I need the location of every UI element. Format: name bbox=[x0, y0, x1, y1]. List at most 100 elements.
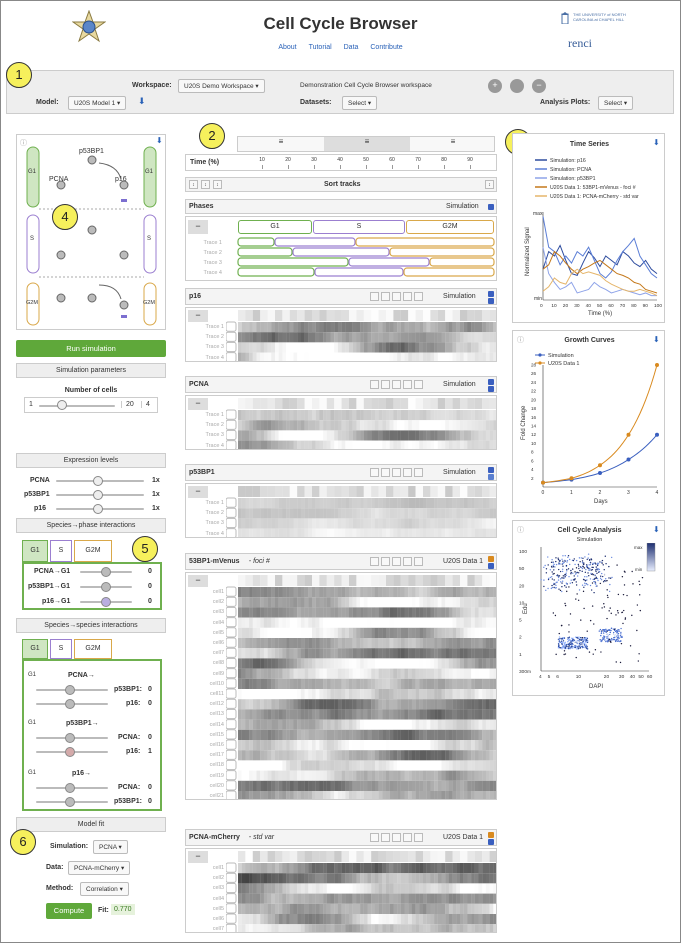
download-icon[interactable]: ⬇ bbox=[653, 335, 660, 344]
x-tick: 3 bbox=[627, 490, 630, 496]
chart-icon[interactable] bbox=[403, 380, 412, 389]
expr-p53bp1-slider[interactable] bbox=[93, 490, 103, 500]
y-tick: 8 bbox=[531, 450, 534, 455]
eye-icon[interactable] bbox=[392, 292, 401, 301]
run-simulation-button[interactable]: Run simulation bbox=[16, 340, 166, 357]
fit-method-dropdown[interactable]: Correlation ▾ bbox=[80, 882, 129, 896]
workspace-dropdown[interactable]: U20S Demo Workspace ▾ bbox=[178, 79, 265, 93]
tab-s[interactable]: S bbox=[50, 540, 72, 562]
remove-icon[interactable]: − bbox=[532, 79, 546, 93]
nav-about[interactable]: About bbox=[278, 44, 297, 51]
sps-slider[interactable] bbox=[65, 699, 75, 709]
collapse-icon[interactable]: − bbox=[188, 851, 208, 863]
eye-icon[interactable] bbox=[392, 833, 401, 842]
sps-g2-t1-label: PCNA: bbox=[118, 734, 141, 741]
sps-slider[interactable] bbox=[65, 797, 75, 807]
expr-pcna-slider[interactable] bbox=[93, 476, 103, 486]
download-icon[interactable]: ⬇ bbox=[653, 138, 660, 147]
y-tick: 26 bbox=[531, 371, 537, 376]
sort-icon[interactable]: ↕ bbox=[485, 180, 494, 189]
eye-icon[interactable] bbox=[392, 380, 401, 389]
tab-g1[interactable]: G1 bbox=[22, 639, 48, 659]
collapse-icon[interactable]: − bbox=[188, 486, 208, 498]
list-icon[interactable] bbox=[414, 833, 423, 842]
row-label: cell17 bbox=[209, 752, 224, 759]
sort-icon[interactable]: ↕ bbox=[189, 180, 198, 189]
list-icon[interactable] bbox=[414, 380, 423, 389]
sort-icon[interactable] bbox=[370, 380, 379, 389]
align-left-icon[interactable]: ≡ bbox=[278, 137, 284, 146]
sort-icon[interactable] bbox=[370, 833, 379, 842]
bell-icon[interactable] bbox=[381, 557, 390, 566]
tab-g1[interactable]: G1 bbox=[22, 540, 48, 562]
sort-icon[interactable]: ↕ bbox=[213, 180, 222, 189]
collapse-icon[interactable]: − bbox=[188, 575, 208, 587]
align-right-icon[interactable]: ≡ bbox=[450, 137, 456, 146]
phase-traces bbox=[237, 237, 495, 277]
tab-g2m[interactable]: G2M bbox=[74, 540, 112, 562]
bell-icon[interactable] bbox=[381, 292, 390, 301]
collapse-icon[interactable]: − bbox=[188, 310, 208, 322]
model-dropdown[interactable]: U20S Model 1 ▾ bbox=[68, 96, 127, 110]
eye-icon[interactable] bbox=[392, 468, 401, 477]
time-tick: 10 bbox=[259, 157, 265, 163]
download-icon[interactable]: ⬇ bbox=[653, 525, 660, 534]
download-icon[interactable]: ⬇ bbox=[138, 96, 146, 106]
sort-icon[interactable] bbox=[370, 292, 379, 301]
list-icon[interactable] bbox=[414, 557, 423, 566]
track-subtitle: - foci # bbox=[248, 558, 270, 565]
tab-g2m[interactable]: G2M bbox=[74, 639, 112, 659]
fit-data-dropdown[interactable]: PCNA-mCherry ▾ bbox=[68, 861, 131, 875]
add-icon[interactable]: + bbox=[488, 79, 502, 93]
bell-icon[interactable] bbox=[381, 468, 390, 477]
sort-icon[interactable] bbox=[370, 557, 379, 566]
chart-icon[interactable] bbox=[403, 833, 412, 842]
sps-slider[interactable] bbox=[65, 685, 75, 695]
sps-group1-source: PCNA→ bbox=[68, 672, 95, 679]
x-tick: 10 bbox=[551, 303, 557, 309]
collapse-icon[interactable]: − bbox=[188, 398, 208, 410]
info-icon[interactable]: ⓘ bbox=[517, 527, 524, 534]
spp-p53bp1-slider[interactable] bbox=[101, 582, 111, 592]
chart-icon[interactable] bbox=[403, 292, 412, 301]
sort-icon[interactable]: ↕ bbox=[201, 180, 210, 189]
compute-button[interactable]: Compute bbox=[46, 903, 92, 919]
chart-icon[interactable] bbox=[403, 557, 412, 566]
analysis-plots-dropdown[interactable]: Select ▾ bbox=[598, 96, 634, 110]
sort-icon[interactable] bbox=[370, 468, 379, 477]
info-icon[interactable]: ⓘ bbox=[20, 140, 27, 147]
chart-icon[interactable] bbox=[403, 468, 412, 477]
collapse-icon[interactable]: − bbox=[188, 220, 208, 234]
y-min-label: min bbox=[534, 296, 542, 302]
app-title: Cell Cycle Browser bbox=[263, 14, 418, 33]
tab-s[interactable]: S bbox=[50, 639, 72, 659]
align-center-icon[interactable]: ≡ bbox=[324, 137, 410, 151]
bell-icon[interactable] bbox=[381, 380, 390, 389]
phase-g2m: G2M bbox=[406, 220, 494, 234]
list-icon[interactable] bbox=[414, 468, 423, 477]
cells-slider-knob[interactable] bbox=[57, 400, 67, 410]
track-header: PCNA-mCherry - std var U20S Data 1 bbox=[185, 829, 497, 846]
cells-slider[interactable]: 1 20 4 bbox=[24, 397, 158, 413]
datasets-dropdown[interactable]: Select ▾ bbox=[342, 96, 378, 110]
user-icon[interactable] bbox=[510, 79, 524, 93]
sps-slider[interactable] bbox=[65, 733, 75, 743]
y-tick: 6 bbox=[531, 458, 534, 463]
track-title: PCNA bbox=[189, 381, 209, 388]
list-icon[interactable] bbox=[414, 292, 423, 301]
track-subtitle: - std var bbox=[248, 834, 275, 841]
info-icon[interactable]: ⓘ bbox=[517, 337, 524, 344]
sps-slider[interactable] bbox=[65, 783, 75, 793]
bell-icon[interactable] bbox=[381, 833, 390, 842]
expr-p16-slider[interactable] bbox=[93, 504, 103, 514]
nav-contribute[interactable]: Contribute bbox=[370, 44, 403, 51]
nav-data[interactable]: Data bbox=[343, 44, 359, 51]
sps-slider[interactable] bbox=[65, 747, 75, 757]
spp-pcna-slider[interactable] bbox=[101, 567, 111, 577]
spp-p16-slider[interactable] bbox=[101, 597, 111, 607]
nav-tutorial[interactable]: Tutorial bbox=[308, 44, 332, 51]
diagram-download-icon[interactable]: ⬇ bbox=[156, 136, 163, 145]
eye-icon[interactable] bbox=[392, 557, 401, 566]
cells-value[interactable]: 4 bbox=[141, 401, 150, 408]
fit-simulation-dropdown[interactable]: PCNA ▾ bbox=[93, 840, 128, 854]
